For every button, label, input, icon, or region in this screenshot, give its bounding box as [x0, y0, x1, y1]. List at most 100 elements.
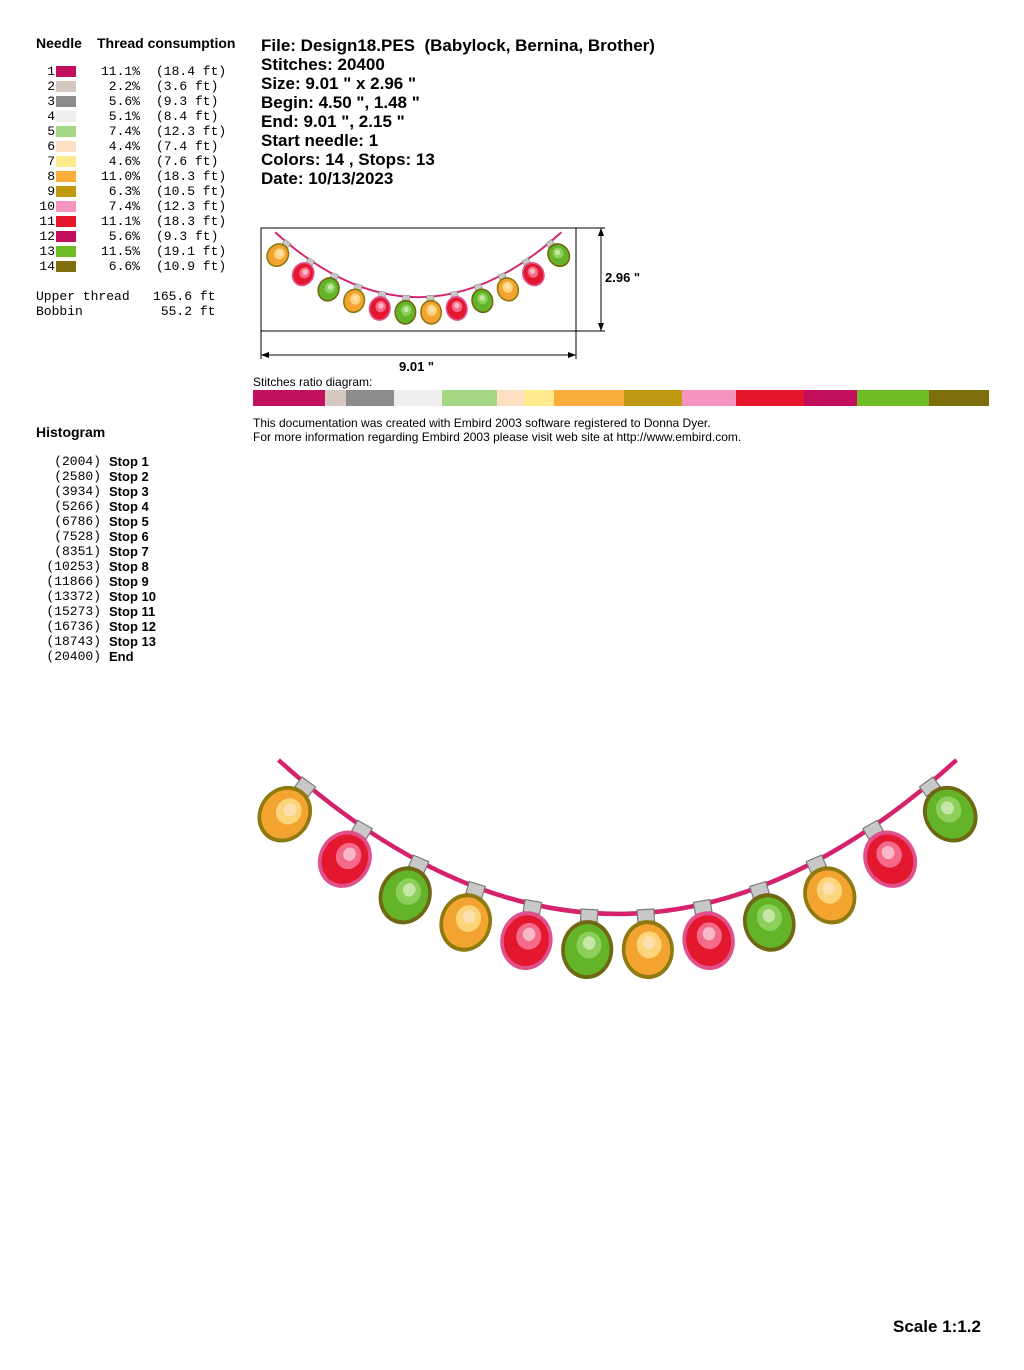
bobbin-total: Bobbin 55.2 ft [36, 304, 216, 319]
needle-row: 3 5.6% (9.3 ft) [36, 94, 246, 109]
needle-percent: 11.1% [100, 214, 140, 229]
histogram-count: (16736) [46, 619, 101, 634]
ratio-segment [553, 390, 624, 406]
needle-number: 3 [47, 94, 55, 109]
needle-color-swatch [56, 126, 76, 137]
bulb-red [500, 898, 553, 971]
needle-feet: (12.3 ft) [156, 124, 227, 139]
bulb-orange [257, 776, 317, 843]
bulb-orange [266, 239, 292, 268]
bulb-green [317, 272, 340, 302]
thread-consumption-header: Thread consumption [97, 35, 236, 51]
upper-thread-total: Upper thread 165.6 ft [36, 289, 216, 304]
needle-feet: (18.3 ft) [156, 214, 227, 229]
histogram-count: (11866) [46, 574, 101, 589]
needle-color-swatch [56, 111, 76, 122]
needle-number: 14 [39, 259, 55, 274]
stitches-ratio-bar [253, 390, 989, 406]
needle-row: 8 11.0% (18.3 ft) [36, 169, 246, 184]
histogram-stop-label: Stop 12 [109, 619, 156, 634]
histogram-stop-label: Stop 2 [109, 469, 149, 484]
bulb-green [545, 239, 571, 268]
bulb-red [445, 290, 468, 321]
needle-number: 6 [47, 139, 55, 154]
start-needle-info: Start needle: 1 [261, 131, 379, 150]
needle-percent: 5.1% [108, 109, 140, 124]
needle-number: 7 [47, 154, 55, 169]
needle-feet: (3.6 ft) [156, 79, 219, 94]
size-info: Size: 9.01 " x 2.96 " [261, 74, 417, 93]
histogram-stop-label: Stop 10 [109, 589, 156, 604]
histogram-count: (8351) [54, 544, 101, 559]
histogram-count: (10253) [46, 559, 101, 574]
design-preview-large [257, 758, 978, 980]
needle-feet: (19.1 ft) [156, 244, 227, 259]
needle-color-swatch [56, 171, 76, 182]
file-info: File: Design18.PES (Babylock, Bernina, B… [261, 36, 655, 55]
needle-percent: 7.4% [108, 199, 140, 214]
needle-number: 1 [47, 64, 55, 79]
bulb-green [394, 294, 417, 325]
bulb-orange [621, 908, 674, 980]
credit-line-1: This documentation was created with Embi… [253, 416, 711, 430]
bulb-red [291, 257, 316, 287]
needle-number: 5 [47, 124, 55, 139]
needle-row: 7 4.6% (7.6 ft) [36, 154, 246, 169]
bulb-green [378, 854, 432, 925]
needle-feet: (9.3 ft) [156, 229, 219, 244]
ratio-segment [441, 390, 498, 406]
needle-color-swatch [56, 261, 76, 272]
histogram-stop-label: Stop 11 [109, 604, 156, 619]
needle-color-swatch [56, 96, 76, 107]
needle-feet: (8.4 ft) [156, 109, 219, 124]
credit-line-2: For more information regarding Embird 20… [253, 430, 742, 444]
needle-color-swatch [56, 141, 76, 152]
needle-color-swatch [56, 81, 76, 92]
histogram-count: (2004) [54, 454, 101, 469]
needle-color-swatch [56, 186, 76, 197]
bulb-orange [803, 854, 857, 925]
date-info: Date: 10/13/2023 [261, 169, 394, 188]
ratio-segment [623, 390, 682, 406]
histogram-title: Histogram [36, 424, 106, 440]
histogram-stop-label: Stop 13 [109, 634, 156, 649]
ratio-segment [929, 390, 989, 406]
needle-percent: 4.4% [108, 139, 140, 154]
needle-color-swatch [56, 201, 76, 212]
needle-percent: 6.3% [108, 184, 140, 199]
histogram-stop-label: Stop 6 [109, 529, 149, 544]
needle-percent: 6.6% [108, 259, 140, 274]
needle-percent: 11.5% [100, 244, 140, 259]
needle-number: 4 [47, 109, 55, 124]
needle-color-swatch [56, 246, 76, 257]
garland-wire [277, 758, 958, 916]
histogram-stop-label: Stop 5 [109, 514, 149, 529]
bulb-red [682, 898, 735, 971]
histogram-count: (13372) [46, 589, 101, 604]
ratio-segment [394, 390, 442, 406]
ratio-segment [736, 390, 805, 406]
ratio-segment [524, 390, 554, 406]
needle-number: 9 [47, 184, 55, 199]
needle-row: 2 2.2% (3.6 ft) [36, 79, 246, 94]
stitches-info: Stitches: 20400 [261, 55, 385, 74]
needle-number: 2 [47, 79, 55, 94]
bulb-orange [439, 880, 493, 952]
bulb-orange [496, 272, 520, 302]
needle-number: 11 [39, 214, 55, 229]
needle-percent: 2.2% [108, 79, 140, 94]
needle-number: 12 [39, 229, 55, 244]
bulb-green [918, 776, 978, 843]
ratio-segment [345, 390, 395, 406]
needle-percent: 11.0% [100, 169, 140, 184]
needle-header: Needle [36, 35, 82, 51]
design-preview-small [260, 227, 605, 359]
needle-percent: 11.1% [100, 64, 140, 79]
histogram-count: (5266) [54, 499, 101, 514]
bulb-red [368, 290, 391, 321]
ratio-segment [325, 390, 346, 406]
needle-percent: 7.4% [108, 124, 140, 139]
needle-number: 8 [47, 169, 55, 184]
needle-percent: 5.6% [108, 229, 140, 244]
needle-row: 10 7.4% (12.3 ft) [36, 199, 246, 214]
